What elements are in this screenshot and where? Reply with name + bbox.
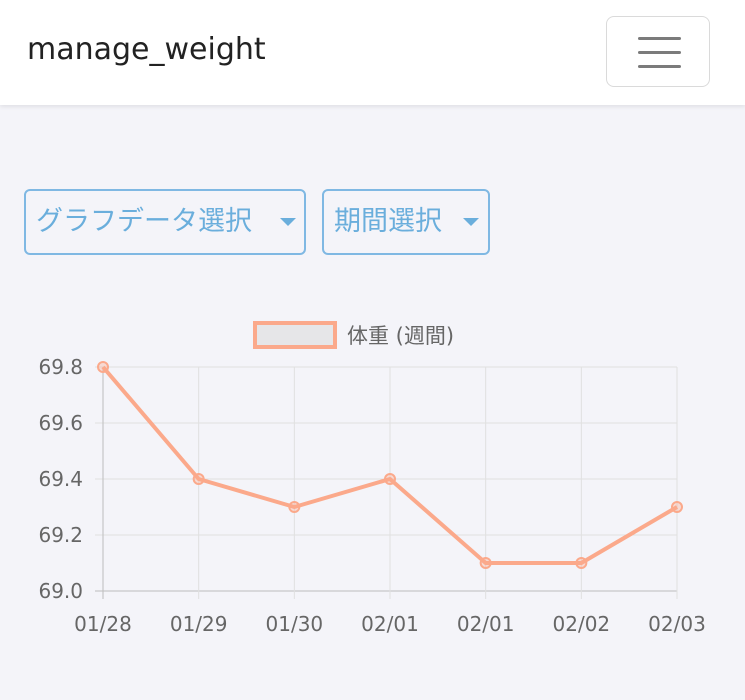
legend-swatch	[253, 321, 337, 349]
data-point	[288, 501, 301, 513]
y-tick-label: 69.8	[38, 355, 83, 379]
app-brand[interactable]: manage_weight	[27, 32, 266, 67]
x-tick-label: 01/28	[74, 612, 132, 636]
data-point	[384, 473, 396, 485]
graph-data-select-label: グラフデータ選択	[36, 206, 252, 237]
x-tick-label: 01/29	[170, 612, 228, 636]
x-tick-label: 02/02	[553, 612, 611, 636]
period-select-dropdown[interactable]: 期間選択	[322, 189, 490, 255]
weight-line-chart: 体重 (週間) 69.8 69.6 69.4 69.2 69.0 01/28 01/29 01/…	[38, 321, 706, 636]
caret-down-icon	[280, 218, 296, 226]
data-point	[97, 361, 109, 373]
caret-down-icon	[463, 218, 479, 226]
period-select-label: 期間選択	[334, 206, 442, 237]
x-tick-label: 02/01	[457, 612, 515, 636]
hamburger-menu-icon	[638, 65, 681, 68]
navbar-toggle-button[interactable]	[606, 16, 710, 87]
data-point	[671, 501, 683, 513]
legend-label: 体重 (週間)	[347, 324, 454, 348]
x-tick-label: 02/03	[648, 612, 706, 636]
y-tick-label: 69.2	[38, 523, 83, 547]
x-tick-label: 01/30	[266, 612, 324, 636]
x-tick-label: 02/01	[361, 612, 419, 636]
y-tick-label: 69.6	[38, 411, 83, 435]
data-point	[479, 557, 492, 569]
navbar: manage_weight	[0, 0, 745, 105]
data-point	[192, 473, 205, 485]
data-point	[575, 557, 588, 569]
graph-data-select-dropdown[interactable]: グラフデータ選択	[24, 189, 306, 255]
series-line	[101, 365, 679, 565]
y-tick-label: 69.0	[38, 579, 83, 603]
hamburger-menu-icon	[638, 51, 681, 54]
hamburger-menu-icon	[638, 37, 681, 40]
y-tick-label: 69.4	[38, 467, 83, 491]
